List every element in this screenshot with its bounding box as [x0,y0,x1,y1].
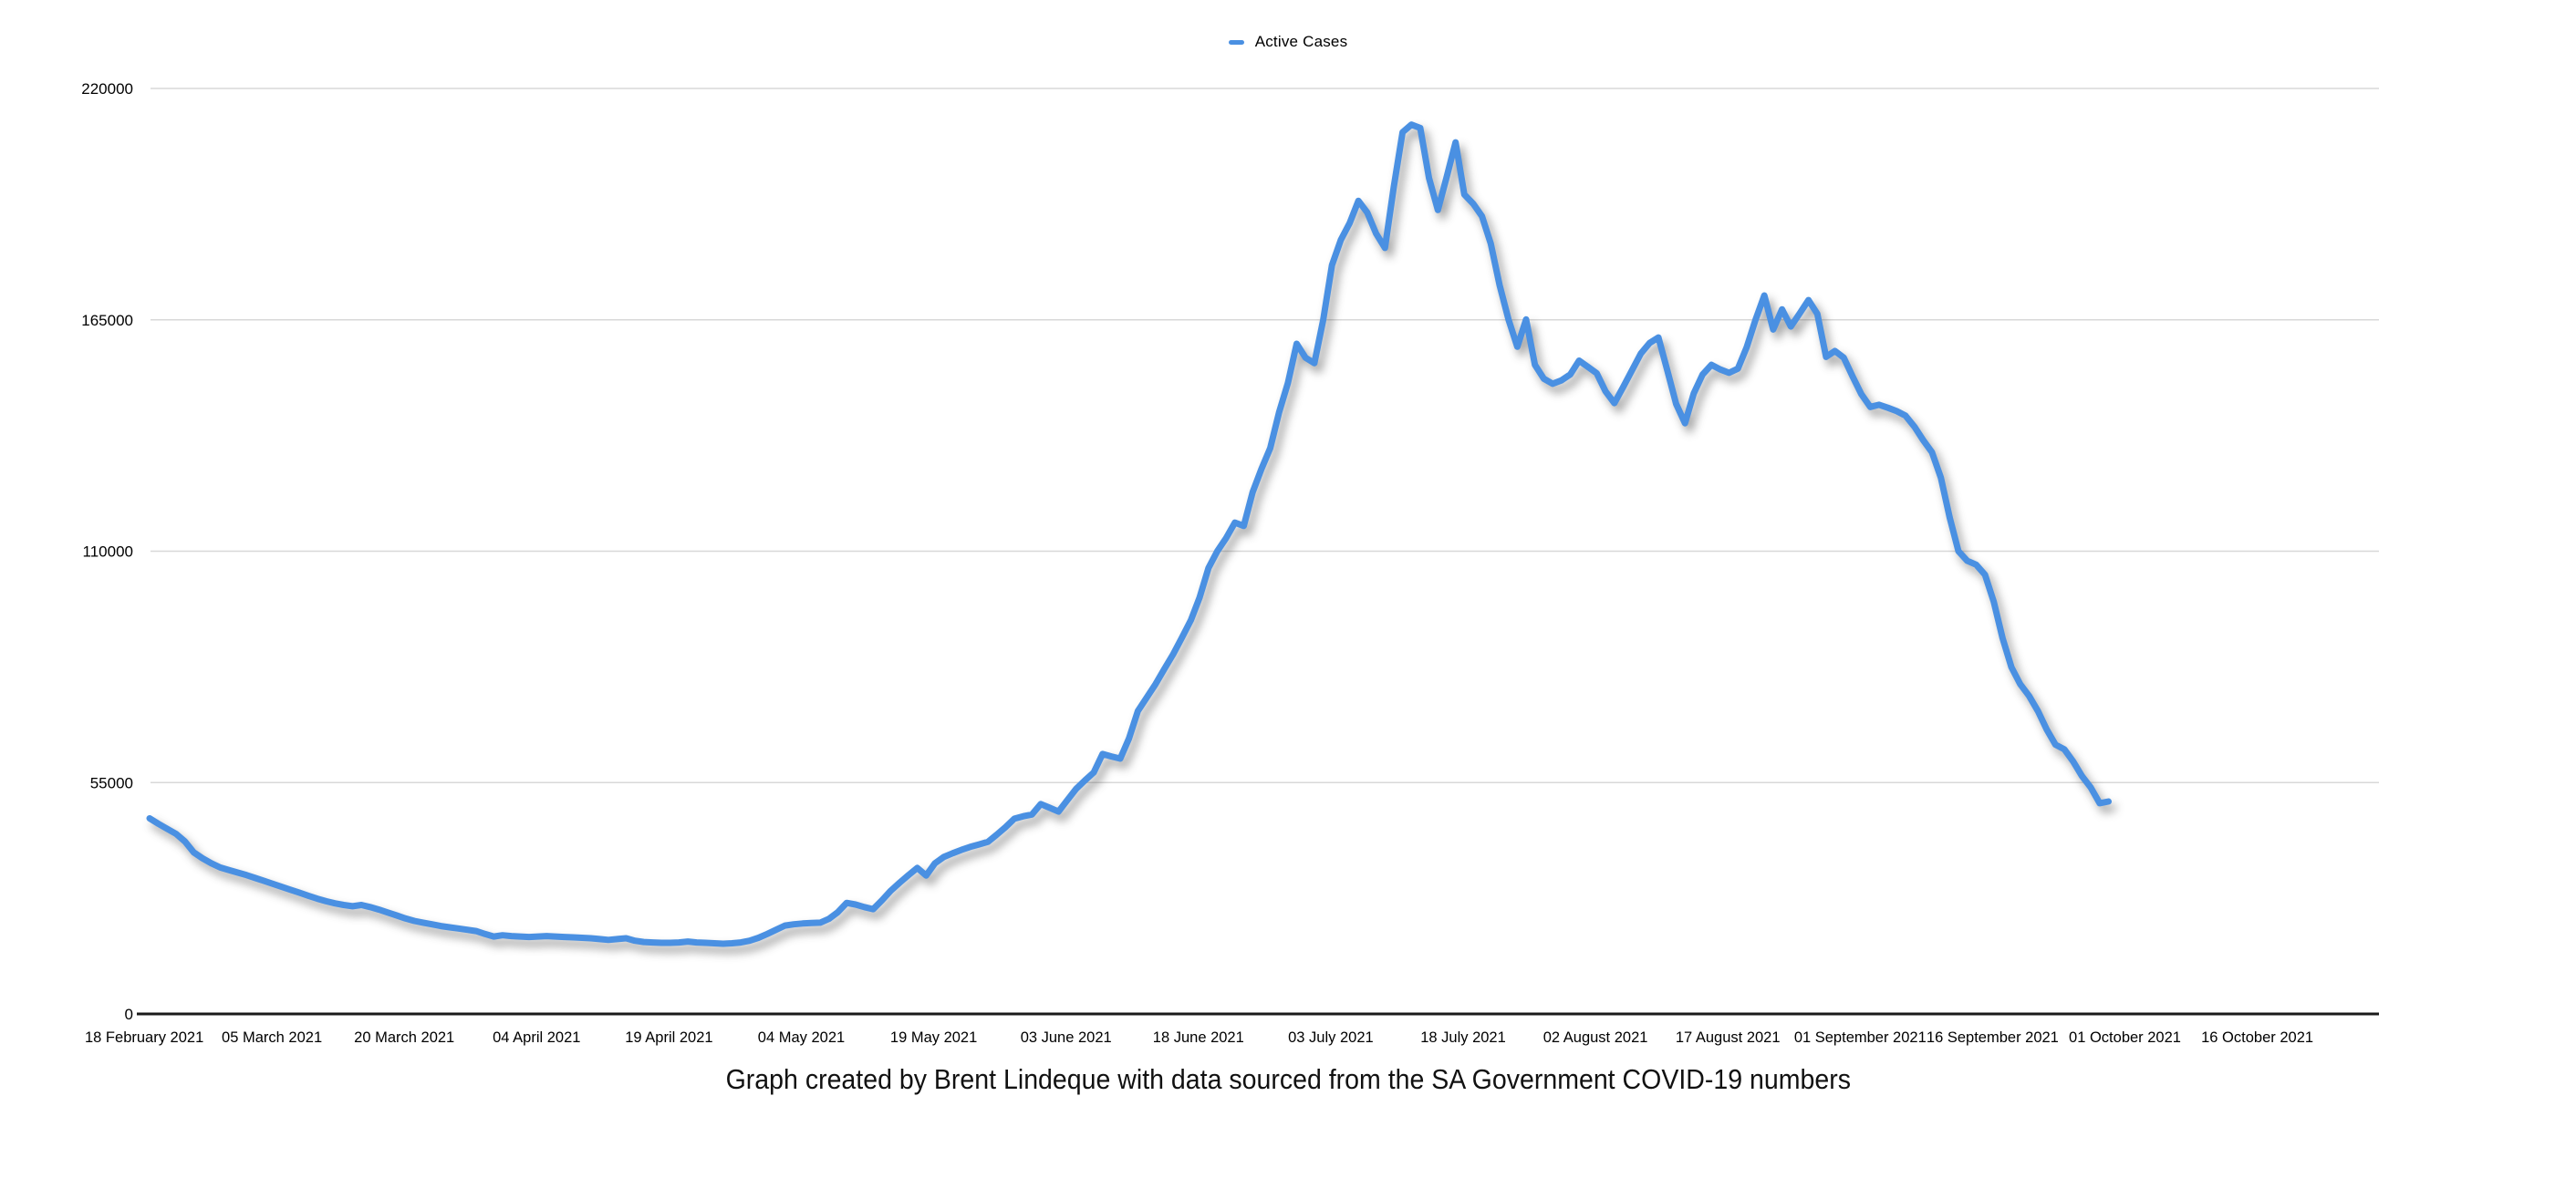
y-axis-label-165000: 165000 [81,312,133,329]
x-axis-label-02-august-2021: 02 August 2021 [1543,1029,1648,1046]
x-axis-label-01-october-2021: 01 October 2021 [2069,1029,2181,1046]
x-axis-label-04-april-2021: 04 April 2021 [493,1029,580,1046]
x-axis-label-16-october-2021: 16 October 2021 [2201,1029,2313,1046]
x-axis-label-20-march-2021: 20 March 2021 [354,1029,454,1046]
x-axis-label-17-august-2021: 17 August 2021 [1676,1029,1781,1046]
y-axis-label-220000: 220000 [81,80,133,98]
x-axis-label-16-september-2021: 16 September 2021 [1927,1029,2059,1046]
x-axis-label-01-september-2021: 01 September 2021 [1794,1029,1927,1046]
y-axis-label-0: 0 [125,1006,133,1023]
x-axis-label-05-march-2021: 05 March 2021 [222,1029,322,1046]
x-axis-label-19-april-2021: 19 April 2021 [625,1029,712,1046]
x-axis-label-18-june-2021: 18 June 2021 [1153,1029,1244,1046]
x-axis-label-03-june-2021: 03 June 2021 [1021,1029,1112,1046]
legend-line-marker-icon [1228,39,1244,45]
x-axis-label-03-july-2021: 03 July 2021 [1288,1029,1374,1046]
x-axis-label-18-july-2021: 18 July 2021 [1420,1029,1506,1046]
chart-caption-text: Graph created by Brent Lindeque with dat… [725,1063,1851,1095]
x-axis-label-18-february-2021: 18 February 2021 [85,1029,203,1046]
y-axis-label-110000: 110000 [83,543,133,561]
x-axis-label-04-may-2021: 04 May 2021 [758,1029,845,1046]
y-axis-label-55000: 55000 [90,774,133,791]
active-cases-series-line [146,121,2112,947]
legend: Active Cases [0,33,2576,51]
chart-caption: Graph created by Brent Lindeque with dat… [0,1063,2576,1096]
legend-label: Active Cases [1254,33,1348,50]
x-axis-label-19-may-2021: 19 May 2021 [890,1029,977,1046]
